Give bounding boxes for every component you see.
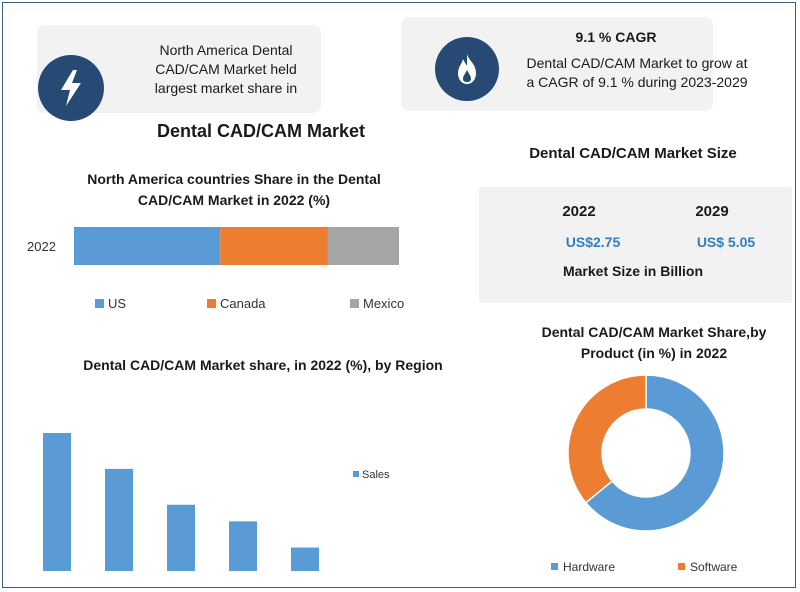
region-callout-text: North America Dental CAD/CAM Market held… [154,42,298,96]
bar-segment-mexico [327,227,399,265]
legend-label-sales: Sales [362,469,390,481]
market-size-value-2029: US$ 5.05 [696,234,756,250]
market-size-year-2022: 2022 [562,203,596,220]
legend-swatch-us [95,299,104,308]
legend-swatch-software [678,563,685,570]
donut-slice-software [567,375,647,504]
bar-segment-canada [220,227,328,265]
region-share-title: Dental CAD/CAM Market share, in 2022 (%)… [83,357,443,373]
country-share-chart: 2022 US Canada Mexico [27,227,404,311]
legend-swatch-mexico [350,299,359,308]
product-share-chart: Hardware Software [551,375,738,574]
bar-1 [43,433,71,571]
main-title: Dental CAD/CAM Market [156,121,366,141]
legend-label-software: Software [690,560,738,574]
legend-label-canada: Canada [220,296,266,311]
lightning-icon [38,55,104,121]
market-size-unit: Market Size in Billion [562,263,704,279]
legend-swatch-hardware [551,563,558,570]
cagr-title: 9.1 % CAGR [575,29,657,45]
legend-label-us: US [108,296,126,311]
region-share-chart: Sales [43,433,390,571]
bar-4 [229,521,257,571]
bar-segment-us [74,227,221,265]
legend-label-hardware: Hardware [563,560,615,574]
market-size-value-2022: US$2.75 [565,234,621,250]
market-size-title: Dental CAD/CAM Market Size [529,145,737,162]
country-share-title: North America countries Share in the Den… [87,171,381,208]
category-label: 2022 [27,239,56,254]
bar-2 [105,468,133,571]
market-size-panel [479,187,792,303]
legend-swatch-canada [207,299,216,308]
flame-icon [435,37,499,101]
donut-slice-hardware [584,375,725,532]
legend-label-mexico: Mexico [363,296,404,311]
product-share-title: Dental CAD/CAM Market Share,by Product (… [541,324,767,361]
bar-3 [167,504,195,571]
legend-swatch-sales [353,471,359,477]
market-size-year-2029: 2029 [695,203,729,220]
cagr-text: Dental CAD/CAM Market to grow at a CAGR … [526,55,748,90]
bar-5 [291,547,319,571]
